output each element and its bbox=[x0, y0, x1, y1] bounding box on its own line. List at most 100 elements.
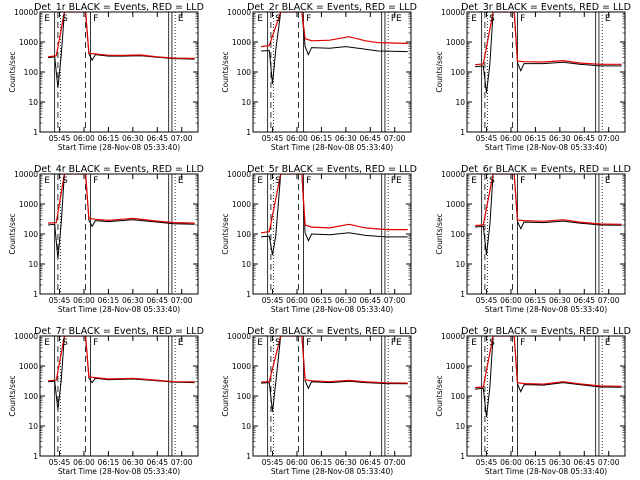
y-axis-label: Counts/sec bbox=[435, 375, 444, 416]
x-tick-label: 07:00 bbox=[384, 296, 406, 305]
y-tick-label: 1000 bbox=[19, 362, 38, 371]
x-axis-label: Start Time (28-Nov-08 05:33:40) bbox=[271, 305, 393, 314]
y-tick-label: 1000 bbox=[446, 362, 465, 371]
x-tick-label: 06:45 bbox=[573, 134, 595, 143]
y-tick-label: 10000 bbox=[14, 8, 38, 17]
y-axis-label: Counts/sec bbox=[221, 375, 230, 416]
panel-title: Det_9r BLACK = Events, RED = LLD bbox=[461, 326, 631, 337]
y-tick-label: 1000 bbox=[446, 200, 465, 209]
y-axis-label: Counts/sec bbox=[435, 213, 444, 254]
y-tick-label: 100 bbox=[237, 68, 252, 77]
y-axis-label: Counts/sec bbox=[8, 213, 17, 254]
x-tick-label: 07:00 bbox=[598, 296, 620, 305]
phase-marker: S bbox=[62, 14, 68, 24]
x-tick-label: 06:00 bbox=[73, 134, 95, 143]
events-series bbox=[48, 12, 195, 88]
x-tick-label: 06:15 bbox=[311, 458, 333, 467]
x-tick-label: 06:45 bbox=[146, 296, 168, 305]
x-tick-label: 06:30 bbox=[122, 296, 144, 305]
x-axis-label: Start Time (28-Nov-08 05:33:40) bbox=[271, 143, 393, 152]
x-tick-label: 06:00 bbox=[286, 296, 308, 305]
x-tick-label: 06:45 bbox=[573, 458, 595, 467]
x-tick-label: 06:45 bbox=[146, 134, 168, 143]
x-tick-label: 07:00 bbox=[384, 134, 406, 143]
y-tick-label: 1 bbox=[33, 290, 38, 299]
y-tick-label: 100 bbox=[237, 392, 252, 401]
phase-marker: E bbox=[178, 176, 184, 186]
phase-marker: FE bbox=[391, 338, 402, 348]
y-tick-label: 1 bbox=[33, 128, 38, 137]
x-tick-label: 05:45 bbox=[49, 458, 71, 467]
x-tick-label: 05:45 bbox=[476, 458, 498, 467]
y-tick-label: 10 bbox=[455, 260, 465, 269]
phase-marker: S bbox=[275, 14, 281, 24]
phase-marker: S bbox=[489, 338, 495, 348]
y-tick-label: 10000 bbox=[227, 8, 251, 17]
y-tick-label: 1 bbox=[460, 128, 465, 137]
phase-marker: E bbox=[257, 338, 263, 348]
phase-marker: S bbox=[489, 14, 495, 24]
plot-area bbox=[475, 12, 622, 132]
y-axis-label: Counts/sec bbox=[435, 51, 444, 92]
x-tick-label: 06:45 bbox=[359, 296, 381, 305]
plot-frame bbox=[466, 11, 626, 133]
phase-marker: F bbox=[520, 176, 525, 186]
x-tick-label: 05:45 bbox=[476, 296, 498, 305]
y-tick-label: 10 bbox=[455, 422, 465, 431]
y-tick-label: 1000 bbox=[232, 362, 251, 371]
y-tick-label: 1000 bbox=[19, 38, 38, 47]
phase-marker: E bbox=[44, 14, 50, 24]
y-tick-label: 10 bbox=[241, 98, 251, 107]
phase-marker: F bbox=[93, 14, 98, 24]
lld-series bbox=[48, 336, 195, 383]
x-axis-label: Start Time (28-Nov-08 05:33:40) bbox=[58, 305, 180, 314]
x-tick-label: 06:45 bbox=[573, 296, 595, 305]
panel-title: Det_5r BLACK = Events, RED = LLD bbox=[247, 164, 417, 175]
lld-series bbox=[475, 174, 622, 227]
x-tick-label: 05:45 bbox=[262, 296, 284, 305]
events-series bbox=[261, 174, 408, 256]
plot-frame bbox=[252, 11, 412, 133]
events-series bbox=[48, 336, 195, 410]
x-tick-label: 06:30 bbox=[549, 134, 571, 143]
x-tick-label: 07:00 bbox=[171, 458, 193, 467]
plot-area bbox=[261, 174, 408, 294]
phase-marker: E bbox=[44, 338, 50, 348]
x-tick-label: 06:15 bbox=[311, 134, 333, 143]
y-tick-label: 10000 bbox=[441, 170, 465, 179]
plot-frame bbox=[466, 173, 626, 295]
x-tick-label: 06:30 bbox=[549, 296, 571, 305]
x-axis-label: Start Time (28-Nov-08 05:33:40) bbox=[485, 305, 607, 314]
phase-marker: S bbox=[275, 338, 281, 348]
y-tick-label: 10000 bbox=[14, 332, 38, 341]
x-axis-label: Start Time (28-Nov-08 05:33:40) bbox=[58, 143, 180, 152]
y-tick-label: 1000 bbox=[232, 38, 251, 47]
x-axis-label: Start Time (28-Nov-08 05:33:40) bbox=[58, 467, 180, 476]
y-tick-label: 10 bbox=[241, 422, 251, 431]
x-tick-label: 07:00 bbox=[384, 458, 406, 467]
y-tick-label: 1 bbox=[246, 452, 251, 461]
phase-marker: E bbox=[44, 176, 50, 186]
x-tick-label: 07:00 bbox=[598, 458, 620, 467]
x-tick-label: 06:30 bbox=[122, 458, 144, 467]
lld-series bbox=[475, 12, 622, 66]
y-tick-label: 100 bbox=[451, 230, 466, 239]
y-tick-label: 10000 bbox=[227, 332, 251, 341]
phase-marker: E bbox=[605, 176, 611, 186]
x-tick-label: 05:45 bbox=[49, 134, 71, 143]
panel-title: Det_2r BLACK = Events, RED = LLD bbox=[247, 2, 417, 13]
lld-series bbox=[261, 174, 408, 234]
plot-area bbox=[48, 336, 195, 456]
x-tick-label: 06:00 bbox=[500, 296, 522, 305]
y-tick-label: 100 bbox=[451, 392, 466, 401]
x-tick-label: 05:45 bbox=[262, 458, 284, 467]
events-series bbox=[261, 336, 408, 412]
y-tick-label: 1000 bbox=[446, 38, 465, 47]
